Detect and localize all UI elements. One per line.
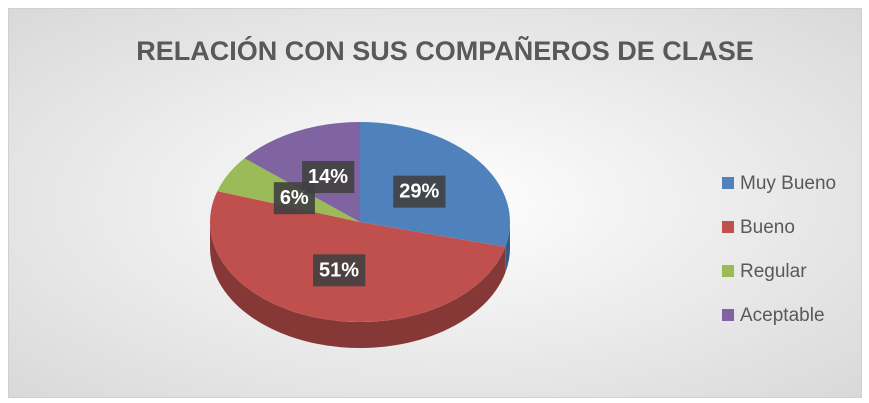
legend-label: Muy Bueno xyxy=(740,173,836,194)
data-label-box xyxy=(313,254,366,287)
data-label-box xyxy=(302,161,355,194)
legend-swatch xyxy=(722,177,734,189)
legend-label: Aceptable xyxy=(740,305,825,326)
legend-swatch xyxy=(722,309,734,321)
data-label: 29% xyxy=(399,181,439,203)
chart-title: RELACIÓN CON SUS COMPAÑEROS DE CLASE xyxy=(136,35,754,66)
legend-label: Regular xyxy=(740,261,807,282)
data-label-box xyxy=(393,175,446,208)
legend-swatch xyxy=(722,265,734,277)
slice-side xyxy=(505,222,510,273)
legend-swatch xyxy=(722,221,734,233)
data-label: 6% xyxy=(280,187,309,209)
legend-label: Bueno xyxy=(740,217,795,238)
data-label: 51% xyxy=(319,259,359,281)
data-label: 14% xyxy=(308,166,348,188)
slice-side xyxy=(210,222,506,349)
